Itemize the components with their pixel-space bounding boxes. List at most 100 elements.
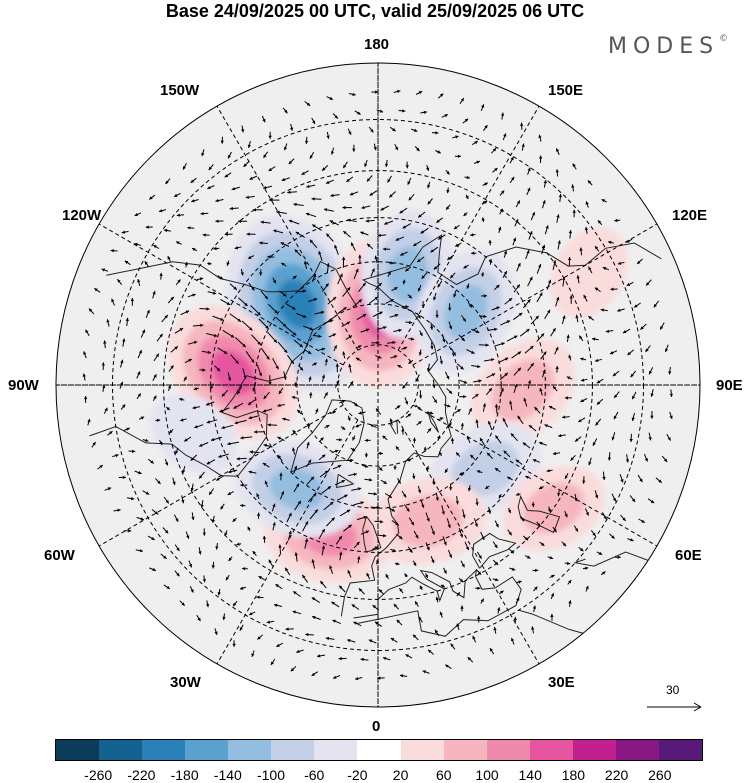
wind-vector [335,363,339,373]
wind-vector [539,541,545,547]
wind-vector [645,279,652,286]
wind-vector [321,374,326,382]
wind-vector [135,549,144,553]
lon-label-60e: 60E [675,547,702,564]
wind-vector [516,580,522,584]
wind-vector [364,438,371,442]
wind-vector [225,574,230,581]
wind-vector [385,298,394,304]
wind-vector [374,282,383,291]
wind-vector [238,219,248,223]
wind-vector [377,233,387,237]
wind-vector [293,339,304,348]
wind-vector [412,240,422,247]
wind-vector [394,143,399,151]
wind-vector [408,517,415,526]
wind-vector [240,268,244,276]
wind-vector [152,374,157,382]
wind-vector [180,310,190,316]
wind-vector [601,198,608,203]
wind-vector [375,408,382,415]
colorbar-segment [615,740,659,760]
wind-vector [165,178,171,185]
wind-vector [193,387,199,391]
wind-vector [534,406,541,414]
coastline [362,516,382,553]
wind-vector [207,261,212,266]
wind-vector [122,338,126,347]
wind-vector [487,506,492,514]
wind-vector [498,357,509,364]
wind-vector [426,465,430,471]
wind-vector [416,312,421,319]
wind-vector [575,314,579,323]
wind-vector [268,559,274,567]
wind-vector [436,217,443,224]
wind-vector [460,560,465,568]
wind-vector [513,616,517,624]
wind-vector [304,101,311,107]
wind-vector [645,345,651,353]
wind-vector [248,611,256,616]
wind-vector [270,658,276,666]
wind-vector [325,179,334,184]
wind-vector [175,279,181,286]
wind-vector [215,475,224,481]
wind-vector [306,184,316,188]
wind-vector [585,585,589,592]
wind-vector [378,451,384,456]
wind-vector [142,438,149,442]
wind-vector [354,676,363,681]
wind-vector [580,378,588,382]
wind-vector [462,509,466,519]
wind-vector [228,469,238,474]
wind-vector [511,637,515,645]
wind-vector [591,337,599,341]
wind-vector [296,312,307,318]
wind-vector [440,584,446,588]
wind-vector [164,459,169,466]
wind-vector [370,268,375,277]
wind-vector [200,500,204,508]
wind-vector [245,351,255,363]
wind-vector [532,568,539,573]
wind-vector [539,387,543,396]
wind-vector [330,147,335,155]
wind-vector [351,487,362,491]
wind-vector [155,478,161,485]
wind-vector [185,531,190,539]
wind-vector [179,397,185,402]
wind-vector [332,675,341,679]
lon-label-120e: 120E [672,207,708,224]
wind-vector [179,600,186,607]
wind-vector [430,341,434,350]
wind-vector [460,422,464,431]
wind-vector [252,208,263,212]
wind-vector [368,492,378,496]
anomaly-contour [522,482,585,534]
wind-vector [211,561,215,569]
wind-vector [561,541,567,547]
wind-vector [263,151,269,159]
wind-vector [324,424,330,429]
wind-vector [507,507,511,514]
wind-vector [420,110,428,115]
colorbar-tick-label: -60 [304,767,325,783]
wind-vector [311,273,317,282]
wind-vector [574,436,582,442]
wind-vector [442,536,447,546]
wind-vector [478,314,487,318]
wind-vector [424,573,429,579]
wind-vector [314,310,325,315]
wind-vector [609,350,618,355]
wind-vector [478,343,489,347]
wind-vector [454,408,461,414]
wind-vector [311,596,320,604]
wind-vector [368,639,377,644]
wind-vector [155,418,161,422]
wind-vector [198,442,209,447]
wind-vector [527,362,535,372]
wind-vector [470,233,476,237]
wind-vector [366,175,373,182]
graticule [56,63,700,707]
